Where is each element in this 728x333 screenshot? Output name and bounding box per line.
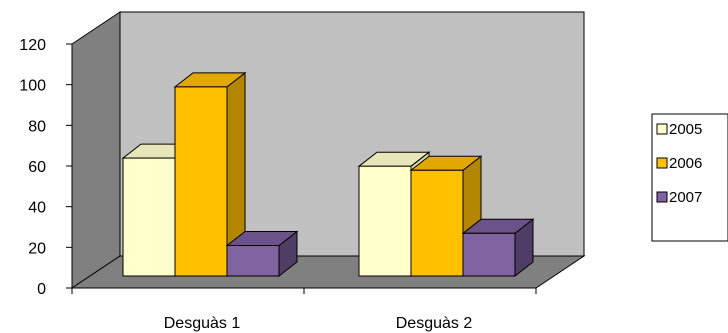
x-tick-label: Desguàs 1 <box>164 315 241 332</box>
bar-front <box>462 232 516 277</box>
legend-label: 2007 <box>669 189 702 206</box>
bars <box>121 71 535 278</box>
bar <box>225 230 299 278</box>
legend-label: 2005 <box>669 121 702 138</box>
y-tick-label: 120 <box>19 37 46 54</box>
y-axis: 0 20 40 60 80 100 120 <box>19 37 73 298</box>
y-tick-label: 60 <box>28 159 46 176</box>
y-tick-label: 0 <box>37 281 46 298</box>
bar-front <box>122 157 176 277</box>
bar <box>461 218 535 278</box>
bar-front <box>358 165 412 277</box>
x-tick-label: Desguàs 2 <box>396 315 473 332</box>
bar-front <box>174 86 228 277</box>
legend: 2005 2006 2007 <box>651 113 728 242</box>
y-tick-label: 80 <box>28 118 46 135</box>
legend-swatch <box>656 157 668 169</box>
bar <box>173 71 247 278</box>
x-axis: Desguàs 1 Desguàs 2 <box>71 287 537 332</box>
bar-front <box>410 169 464 277</box>
legend-label: 2006 <box>669 155 702 172</box>
legend-swatch <box>656 191 668 203</box>
legend-swatch <box>656 123 668 135</box>
y-tick-label: 40 <box>28 200 46 217</box>
y-tick-label: 20 <box>28 240 46 257</box>
legend-box <box>651 113 728 242</box>
side-wall <box>71 11 121 289</box>
y-tick-label: 100 <box>19 78 46 95</box>
bar-front <box>226 245 280 277</box>
